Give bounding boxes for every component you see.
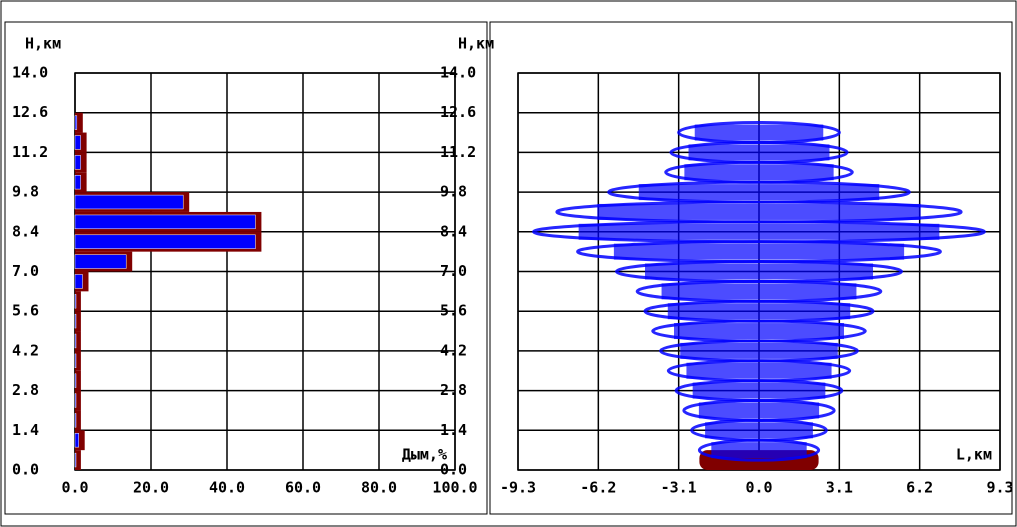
x-axis-label: L,км bbox=[956, 446, 992, 464]
bar bbox=[75, 394, 76, 408]
screen: 0.0 1.4 2.8 4.2 5.6 7.0 8.4 9.8 11.2 12.6 14.0 0.0 2… bbox=[0, 0, 1017, 527]
bar bbox=[75, 453, 76, 467]
y-tick-label: 1.4 bbox=[12, 421, 39, 439]
cloud-fill bbox=[693, 383, 826, 399]
cloud-fill bbox=[684, 164, 833, 180]
x-tick-label: -9.3 bbox=[500, 479, 536, 497]
x-tick-label: 80.0 bbox=[361, 479, 397, 497]
bar bbox=[75, 275, 83, 289]
y-tick-label: 11.2 bbox=[12, 143, 48, 161]
cloud-fill bbox=[711, 442, 806, 458]
y-tick-label: 2.8 bbox=[12, 381, 39, 399]
y-tick-label: 4.2 bbox=[12, 341, 39, 359]
cloud-fill bbox=[597, 204, 920, 220]
x-tick-label: 6.2 bbox=[906, 479, 933, 497]
y-tick-label: 8.4 bbox=[440, 222, 467, 240]
bar bbox=[75, 294, 76, 308]
bar bbox=[75, 195, 183, 209]
y-tick-label: 5.6 bbox=[440, 302, 467, 320]
cloud-fill bbox=[695, 125, 824, 141]
bar bbox=[75, 374, 76, 388]
x-tick-label: -3.1 bbox=[661, 479, 697, 497]
y-tick-label: 0.0 bbox=[12, 461, 39, 479]
cloud-fill bbox=[662, 283, 857, 299]
y-tick-label: 14.0 bbox=[440, 64, 476, 82]
cloud-fill bbox=[639, 184, 879, 200]
y-axis-label: H,км bbox=[25, 35, 61, 53]
bar bbox=[75, 334, 76, 348]
x-tick-label: 0.0 bbox=[745, 479, 772, 497]
bar bbox=[75, 116, 77, 130]
bar bbox=[75, 136, 81, 150]
x-tick-label: 100.0 bbox=[432, 479, 477, 497]
y-tick-label: 14.0 bbox=[12, 64, 48, 82]
x-tick-label: 9.3 bbox=[986, 479, 1013, 497]
y-tick-label: 12.6 bbox=[12, 103, 48, 121]
y-tick-label: 8.4 bbox=[12, 222, 39, 240]
y-tick-label: 9.8 bbox=[12, 183, 39, 201]
cloud-fill bbox=[579, 224, 940, 240]
y-tick-label: 12.6 bbox=[440, 103, 476, 121]
y-axis-label: H,км bbox=[458, 35, 494, 53]
cloud-fill bbox=[689, 144, 830, 160]
y-tick-label: 9.8 bbox=[440, 183, 467, 201]
bar bbox=[75, 413, 76, 427]
cloud-fill bbox=[645, 264, 873, 280]
bar bbox=[75, 255, 126, 269]
y-tick-label: 4.2 bbox=[440, 341, 467, 359]
cloud-fill bbox=[614, 244, 904, 260]
y-tick-label: 7.0 bbox=[12, 262, 39, 280]
cloud-fill bbox=[686, 363, 831, 379]
cloud-fill bbox=[680, 343, 838, 359]
cloud-fill bbox=[674, 323, 844, 339]
y-tick-label: 7.0 bbox=[440, 262, 467, 280]
bar bbox=[75, 354, 76, 368]
bar bbox=[75, 215, 255, 229]
bar bbox=[75, 155, 81, 169]
y-tick-label: 2.8 bbox=[440, 381, 467, 399]
bar bbox=[75, 175, 81, 189]
cloud-fill bbox=[699, 402, 819, 418]
y-tick-label: 5.6 bbox=[12, 302, 39, 320]
bar bbox=[75, 433, 79, 447]
x-tick-label: -6.2 bbox=[580, 479, 616, 497]
y-tick-label: 1.4 bbox=[440, 421, 467, 439]
bar bbox=[75, 235, 255, 249]
x-tick-label: 60.0 bbox=[285, 479, 321, 497]
bar bbox=[75, 314, 76, 328]
x-tick-label: 20.0 bbox=[133, 479, 169, 497]
x-tick-label: 0.0 bbox=[61, 479, 88, 497]
x-tick-label: 3.1 bbox=[826, 479, 853, 497]
cloud-fill bbox=[668, 303, 850, 319]
x-tick-label: 40.0 bbox=[209, 479, 245, 497]
y-tick-label: 0.0 bbox=[440, 461, 467, 479]
cloud-fill bbox=[705, 422, 813, 438]
y-tick-label: 11.2 bbox=[440, 143, 476, 161]
